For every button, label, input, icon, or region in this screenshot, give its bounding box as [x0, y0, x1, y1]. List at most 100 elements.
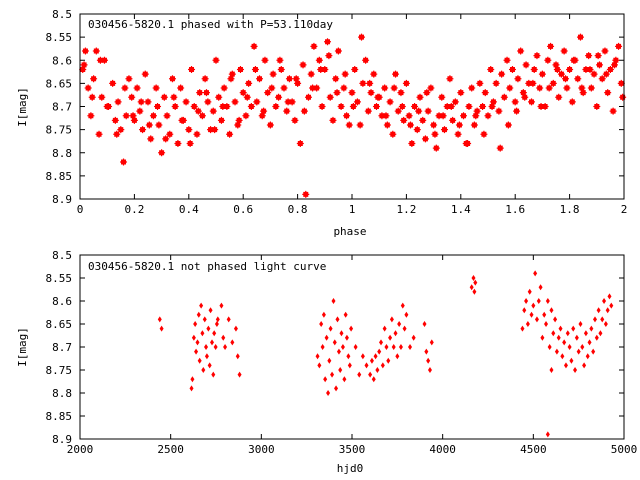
phased-y-tick-label: 8.55	[46, 31, 73, 44]
phased-data-point	[219, 103, 227, 110]
phased-data-point	[177, 84, 185, 92]
unphased-data-point	[380, 362, 385, 369]
unphased-data-point	[353, 344, 358, 350]
unphased-x-axis-label: hjd0	[337, 462, 364, 475]
unphased-data-point	[567, 344, 572, 350]
phased-data-point	[155, 121, 163, 129]
unphased-data-point	[204, 344, 209, 350]
phased-data-point	[598, 75, 606, 83]
phased-data-point	[406, 121, 414, 129]
phased-y-tick-label: 8.9	[52, 193, 72, 206]
phased-data-point	[386, 98, 394, 106]
phased-data-point	[204, 98, 212, 106]
phased-data-point	[137, 98, 145, 106]
unphased-data-point	[607, 293, 612, 300]
phased-data-point	[345, 121, 353, 129]
unphased-data-point	[600, 316, 605, 323]
unphased-data-point	[529, 311, 534, 318]
phased-data-point	[492, 79, 500, 87]
phased-data-point	[574, 75, 582, 83]
unphased-data-point	[524, 298, 529, 304]
phased-data-point	[408, 140, 416, 147]
phased-data-point	[370, 70, 378, 78]
unphased-data-point	[338, 367, 343, 373]
unphased-data-point	[204, 353, 209, 360]
unphased-data-point	[226, 316, 231, 323]
unphased-data-point	[375, 367, 380, 373]
phased-x-tick-label: 1.8	[560, 203, 580, 216]
phased-data-point	[325, 52, 333, 60]
phased-data-point	[547, 42, 555, 50]
phased-y-axis-label: I[mag]	[16, 87, 29, 127]
phased-data-point	[310, 42, 318, 50]
unphased-data-point	[422, 321, 427, 327]
phased-data-point	[198, 112, 206, 120]
unphased-data-point	[221, 334, 226, 341]
phased-data-point	[411, 103, 419, 110]
unphased-data-point	[323, 376, 328, 383]
unphased-data-point	[321, 311, 326, 318]
phased-data-point	[480, 130, 488, 138]
phased-data-point	[266, 121, 274, 129]
unphased-data-point	[210, 339, 215, 346]
phased-data-point	[504, 121, 512, 129]
phased-data-point	[506, 84, 514, 92]
phased-data-point	[212, 56, 220, 64]
unphased-data-point	[330, 371, 335, 378]
phased-data-point	[178, 116, 186, 124]
phased-data-point	[619, 93, 627, 101]
phased-data-point	[348, 89, 356, 97]
phased-data-point	[530, 66, 538, 73]
phased-data-point	[333, 89, 341, 97]
phased-data-point	[125, 75, 133, 83]
phased-data-point	[250, 42, 258, 50]
phased-x-tick-label: 1.4	[451, 203, 471, 216]
phased-data-point	[528, 98, 536, 106]
unphased-y-tick-label: 8.6	[52, 295, 72, 308]
unphased-x-tick-label: 4500	[520, 443, 547, 456]
phased-data-point	[421, 135, 429, 143]
unphased-chart-title: 030456-5820.1 not phased light curve	[88, 260, 326, 273]
phased-data-point	[87, 112, 95, 120]
phased-data-point	[296, 140, 304, 147]
phased-data-point	[324, 38, 332, 46]
unphased-data-point	[596, 307, 601, 314]
unphased-data-point	[545, 431, 550, 438]
unphased-data-point	[368, 371, 373, 378]
phased-data-point	[562, 75, 570, 83]
unphased-data-point	[382, 325, 387, 332]
unphased-data-point	[531, 302, 536, 309]
phased-data-point	[340, 84, 348, 92]
unphased-data-point	[576, 348, 581, 355]
phased-data-point	[121, 84, 129, 92]
phased-data-point	[615, 42, 623, 50]
unphased-data-point	[544, 321, 549, 327]
phased-data-point	[120, 158, 128, 166]
unphased-data-points	[157, 270, 614, 438]
phased-data-point	[90, 75, 98, 83]
unphased-axis-ticks: 2000 2500 3000 3500 4000 4500 5000 8.5 8.55 8.6 8.…	[46, 249, 638, 456]
unphased-data-point	[211, 371, 216, 378]
phased-data-point	[484, 112, 492, 120]
phased-data-point	[455, 121, 463, 129]
phased-data-point	[454, 130, 462, 138]
phased-data-point	[129, 112, 137, 120]
phased-data-point	[193, 130, 201, 138]
phased-data-point	[586, 66, 594, 73]
phased-data-point	[272, 103, 280, 110]
phased-data-point	[247, 103, 255, 110]
phased-data-point	[610, 61, 618, 69]
phased-data-point	[517, 47, 525, 55]
unphased-data-point	[603, 321, 608, 327]
phased-data-point	[304, 93, 312, 101]
phased-data-point	[427, 84, 435, 92]
phased-data-point	[440, 126, 448, 134]
unphased-data-point	[364, 362, 369, 369]
unphased-data-point	[404, 311, 409, 318]
phased-data-point	[109, 79, 117, 87]
phased-data-point	[602, 70, 610, 78]
unphased-data-point	[336, 348, 341, 355]
unphased-y-tick-label: 8.75	[46, 364, 73, 377]
unphased-x-tick-label: 2000	[67, 443, 94, 456]
unphased-light-curve-panel: 030456-5820.1 not phased light curve hjd…	[16, 249, 637, 475]
